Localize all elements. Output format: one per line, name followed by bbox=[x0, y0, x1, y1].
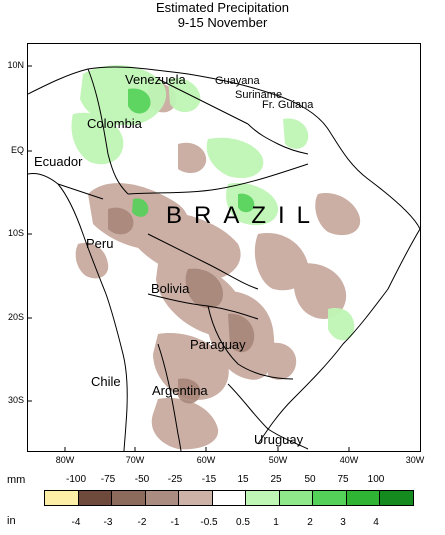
label-ecuador: Ecuador bbox=[34, 154, 83, 169]
legend-in-value: 4 bbox=[373, 517, 379, 528]
lon-label-70w: 70W bbox=[125, 455, 145, 465]
label-colombia: Colombia bbox=[87, 116, 142, 131]
label-peru: Peru bbox=[86, 236, 114, 251]
lat-label-10n: 10N bbox=[7, 60, 24, 70]
label-suriname: Suriname bbox=[235, 89, 283, 101]
surplus-areas bbox=[71, 65, 355, 341]
legend-color-swatch bbox=[144, 490, 179, 506]
legend-color-swatch bbox=[245, 490, 280, 506]
legend-mm-value: 75 bbox=[337, 474, 349, 485]
label-guayana: Guayana bbox=[215, 75, 260, 87]
legend-in-value: -3 bbox=[103, 517, 113, 528]
legend-in-value: 2 bbox=[307, 517, 313, 528]
legend-mm-value: 25 bbox=[270, 474, 282, 485]
legend-in-value: 0.5 bbox=[236, 517, 250, 528]
legend-in-value: -2 bbox=[137, 517, 147, 528]
legend-mm-value: 50 bbox=[304, 474, 316, 485]
legend-mm-value: 15 bbox=[237, 474, 249, 485]
lon-label-50w: 50W bbox=[268, 455, 288, 465]
legend-color-swatch bbox=[211, 490, 246, 506]
label-brazil: BRAZIL bbox=[166, 202, 323, 229]
map-title-line2: 9-15 November bbox=[177, 15, 268, 30]
legend-mm-value: 100 bbox=[367, 474, 385, 485]
legend-color-swatch bbox=[312, 490, 347, 506]
legend-mm-unit: mm bbox=[7, 474, 26, 486]
lon-label-80w: 80W bbox=[55, 455, 75, 465]
lon-label-40w: 40W bbox=[339, 455, 359, 465]
legend-in-value: 3 bbox=[340, 517, 346, 528]
legend-mm-value: -50 bbox=[134, 474, 150, 485]
label-uruguay: Uruguay bbox=[254, 432, 304, 447]
strong-surplus-areas bbox=[128, 88, 255, 217]
label-argentina: Argentina bbox=[152, 383, 208, 398]
map-canvas bbox=[28, 65, 420, 451]
legend-color-swatch bbox=[77, 490, 112, 506]
legend-color-swatch bbox=[111, 490, 146, 506]
label-bolivia: Bolivia bbox=[151, 281, 190, 296]
legend-mm-value: -75 bbox=[100, 474, 116, 485]
lat-label-20s: 20S bbox=[7, 312, 24, 322]
legend-color-swatch bbox=[345, 490, 380, 506]
legend-in-unit: in bbox=[7, 515, 16, 527]
label-venezuela: Venezuela bbox=[125, 72, 186, 87]
legend-color-swatch bbox=[44, 490, 79, 506]
legend-in-value: -1 bbox=[170, 517, 180, 528]
label-chile: Chile bbox=[91, 374, 121, 389]
legend-in-value: 1 bbox=[273, 517, 279, 528]
lat-label-10s: 10S bbox=[7, 228, 24, 238]
lat-label-30s: 30S bbox=[7, 395, 24, 405]
label-paraguay: Paraguay bbox=[190, 337, 246, 352]
legend-color-swatch bbox=[379, 490, 414, 506]
legend-in-value: -0.5 bbox=[200, 517, 218, 528]
map-title-line1: Estimated Precipitation bbox=[156, 0, 289, 15]
strong-deficit-areas bbox=[108, 207, 255, 404]
legend-in-value: -4 bbox=[71, 517, 81, 528]
label-fr-guiana: Fr. Guiana bbox=[262, 99, 314, 111]
graticule-ticks bbox=[28, 65, 350, 451]
legend-color-swatch bbox=[278, 490, 313, 506]
lon-label-60w: 60W bbox=[196, 455, 216, 465]
lon-label-30w: 30W bbox=[405, 455, 425, 465]
lat-label-eq: EQ bbox=[10, 145, 24, 155]
precipitation-map: Venezuela Guayana Suriname Fr. Guiana Co… bbox=[27, 43, 421, 452]
legend-mm-value: -25 bbox=[167, 474, 183, 485]
legend-mm-value: -100 bbox=[65, 474, 86, 485]
coastlines-borders bbox=[28, 66, 420, 451]
legend-color-swatch bbox=[178, 490, 213, 506]
legend-mm-value: -15 bbox=[201, 474, 217, 485]
